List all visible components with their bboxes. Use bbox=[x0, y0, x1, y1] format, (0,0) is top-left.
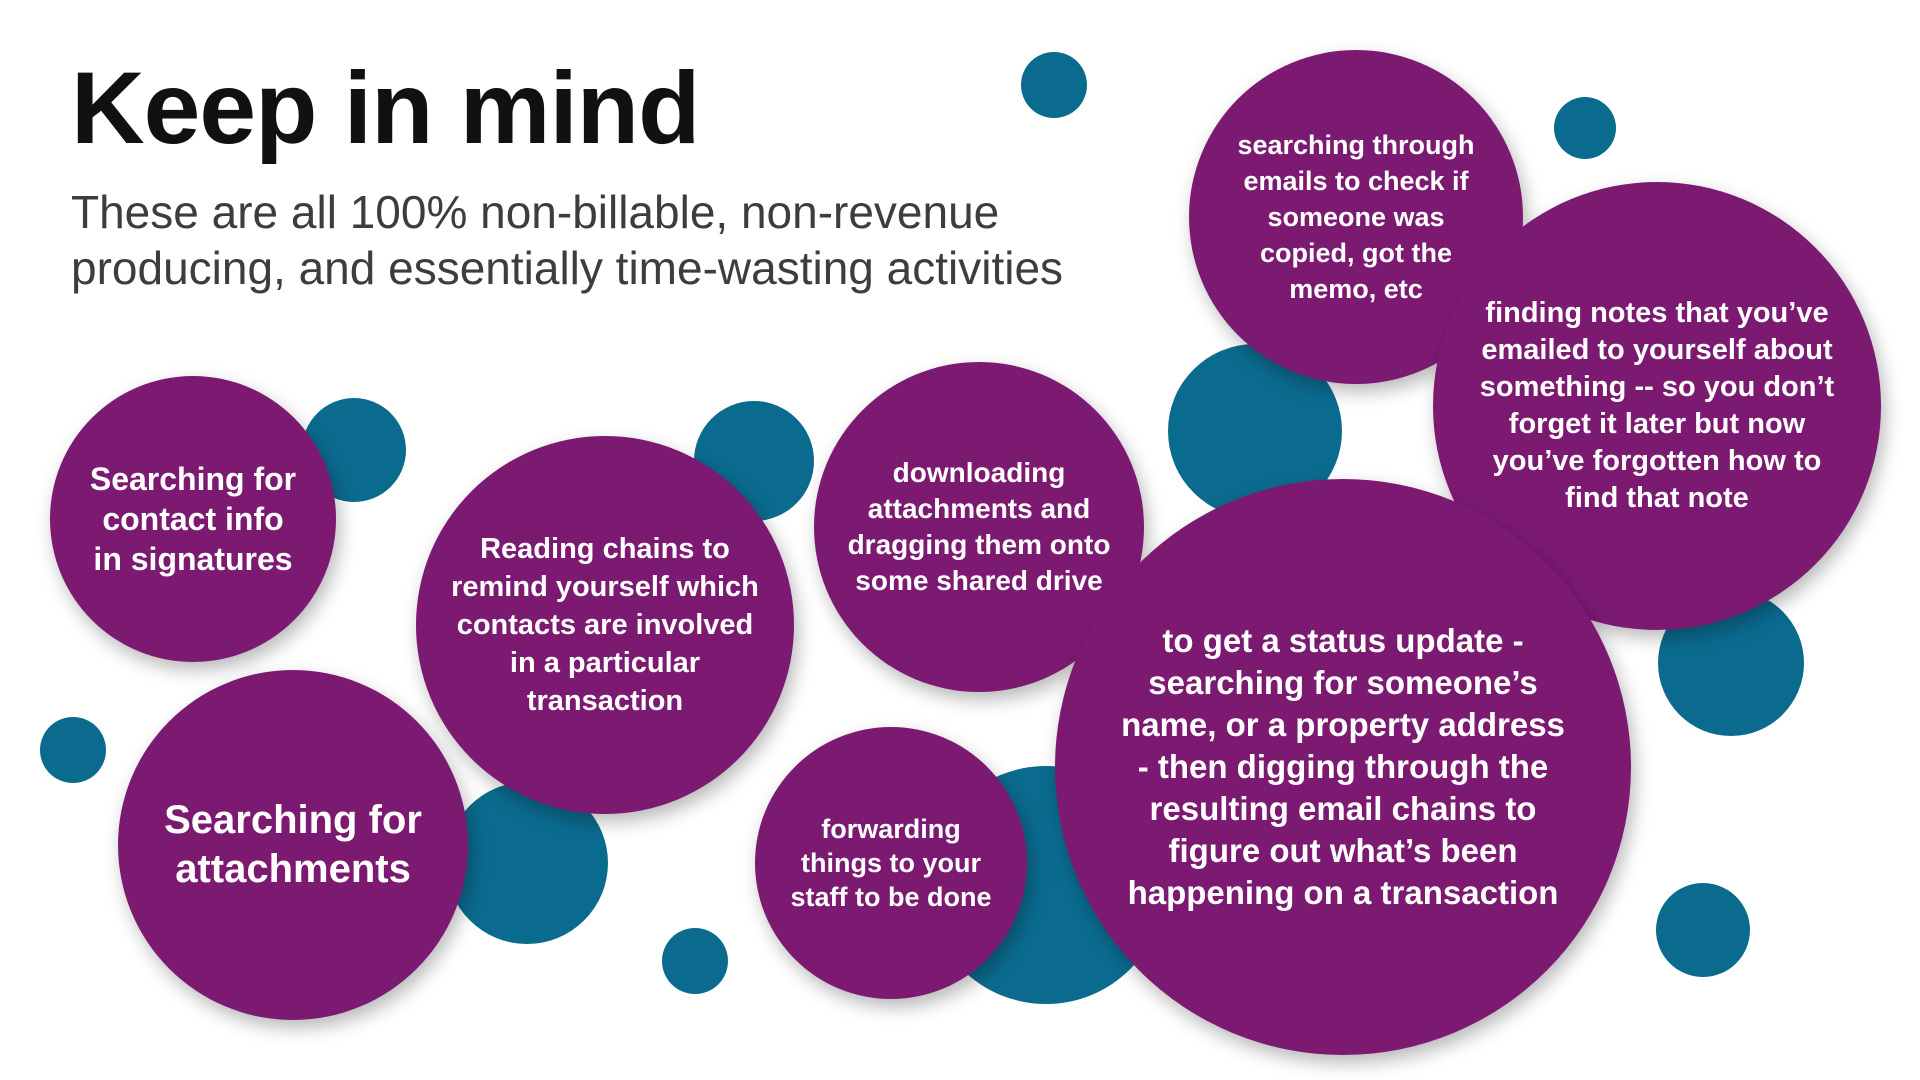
activity-bubble-searching-emails: searching through emails to check if som… bbox=[1189, 50, 1523, 384]
activity-bubble-contact-info: Searching for contact info in signatures bbox=[50, 376, 336, 662]
activity-text: Searching for attachments bbox=[164, 798, 422, 891]
decorative-dot bbox=[1021, 52, 1087, 118]
activity-bubble-status-update: to get a status update - searching for s… bbox=[1055, 479, 1631, 1055]
decorative-dot bbox=[40, 717, 106, 783]
decorative-dot bbox=[662, 928, 728, 994]
activity-text: searching through emails to check if som… bbox=[1237, 130, 1475, 304]
decorative-dot bbox=[1656, 883, 1750, 977]
activity-bubble-reading-chains: Reading chains to remind yourself which … bbox=[416, 436, 794, 814]
activity-bubble-forwarding: forwarding things to your staff to be do… bbox=[755, 727, 1027, 999]
activity-text: Searching for contact info in signatures bbox=[89, 461, 297, 577]
activity-text: to get a status update - searching for s… bbox=[1121, 622, 1565, 911]
page-subtitle: These are all 100% non-billable, non-rev… bbox=[71, 186, 1064, 294]
activity-text: downloading attachments and dragging the… bbox=[847, 457, 1111, 596]
activity-bubble-attachments: Searching for attachments bbox=[118, 670, 468, 1020]
activity-text: Reading chains to remind yourself which … bbox=[451, 533, 759, 717]
page-title: Keep in mind bbox=[71, 51, 700, 165]
activity-text: finding notes that you’ve emailed to you… bbox=[1479, 297, 1835, 514]
activity-text: forwarding things to your staff to be do… bbox=[790, 814, 992, 912]
activity-bubble-downloading: downloading attachments and dragging the… bbox=[814, 362, 1144, 692]
decorative-dot bbox=[1554, 97, 1616, 159]
